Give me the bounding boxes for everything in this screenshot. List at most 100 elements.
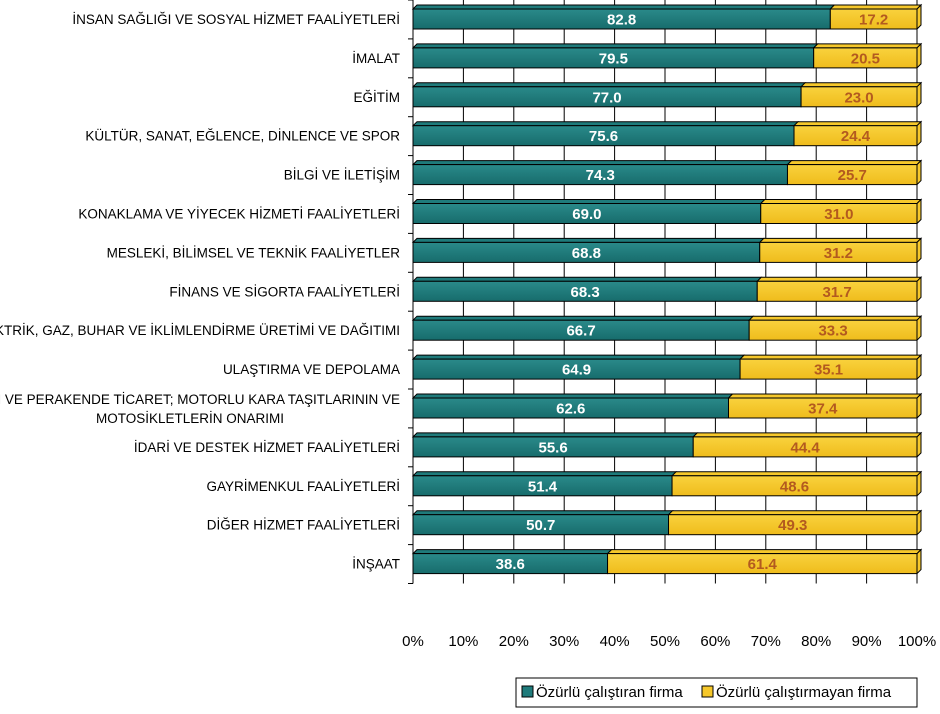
bar-top-face: [738, 354, 923, 360]
bar-top-face: [411, 510, 674, 516]
category-label: KÜLTÜR, SANAT, EĞLENCE, DİNLENCE VE SPOR: [85, 129, 400, 144]
bar-top-face: [411, 199, 766, 204]
category-label: KONAKLAMA VE YİYECEK HİZMETİ FAALİYETLER…: [78, 207, 400, 222]
bar-side-face: [916, 120, 922, 147]
data-label: 31.2: [824, 245, 853, 262]
category-label: ULAŞTIRMA VE DEPOLAMA: [223, 362, 400, 377]
data-label: 79.5: [599, 50, 628, 67]
legend-box: [515, 677, 918, 708]
data-label: 17.2: [859, 12, 888, 29]
bar-side-face: [916, 81, 922, 109]
data-label: 77.0: [592, 89, 621, 106]
x-axis-ticks: 0% 10% 20% 30% 40% 50% 60% 70% 80% 90% 100%: [402, 633, 936, 650]
category-label: İNSAN SAĞLIĞI VE SOSYAL HİZMET FAALİYETL…: [72, 12, 400, 27]
data-label: 66.7: [566, 323, 595, 340]
bar-top-face: [411, 43, 819, 49]
category-labels: İNSAN SAĞLIĞI VE SOSYAL HİZMET FAALİYETL…: [0, 12, 400, 572]
data-label: 62.6: [556, 401, 585, 418]
data-label: 68.8: [572, 245, 601, 262]
bar-top-face: [727, 393, 923, 399]
bar-top-face: [670, 471, 923, 477]
data-label: 48.6: [780, 478, 809, 495]
bar-top-face: [411, 82, 807, 88]
data-label: 20.5: [851, 50, 880, 67]
legend-label: Özürlü çalıştıran firma: [536, 683, 683, 701]
bar-side-face: [916, 159, 922, 186]
bar-top-face: [411, 549, 613, 555]
data-label: 49.3: [778, 517, 807, 534]
bar-top-face: [759, 199, 923, 204]
bar-top-face: [786, 160, 923, 166]
data-label: 23.0: [844, 89, 873, 106]
x-tick-label: 80%: [801, 633, 831, 650]
bar-top-face: [792, 121, 923, 127]
data-label: 37.4: [808, 401, 838, 418]
category-label: MESLEKİ, BİLİMSEL VE TEKNİK FAALİYETLER: [107, 245, 401, 260]
data-label: 51.4: [528, 478, 558, 495]
legend-swatch: [701, 685, 714, 698]
bar-top-face: [411, 4, 836, 10]
category-label: EĞİTİM: [354, 90, 401, 105]
category-label: GAYRİMENKUL FAALİYETLERİ: [206, 479, 400, 494]
bars: [411, 3, 923, 575]
bar-top-face: [812, 43, 923, 49]
x-tick-label: 30%: [549, 633, 579, 650]
bar-side-face: [916, 198, 922, 225]
x-tick-label: 10%: [448, 633, 478, 650]
data-label: 38.6: [496, 556, 525, 573]
category-label: MOTOSİKLETLERİN ONARIMI: [96, 411, 284, 426]
bar-top-face: [758, 237, 923, 243]
bar-side-face: [916, 276, 922, 303]
bar-side-face: [916, 353, 922, 381]
data-label: 82.8: [607, 12, 636, 29]
bar-top-face: [667, 510, 923, 516]
x-tick-label: 100%: [898, 633, 936, 650]
legend-label: Özürlü çalıştırmayan firma: [716, 683, 892, 701]
bar-top-face: [799, 82, 923, 88]
category-label: İNŞAAT: [352, 557, 400, 572]
x-tick-label: 60%: [700, 633, 730, 650]
bar-top-face: [411, 471, 678, 477]
data-label: 44.4: [791, 439, 821, 456]
bar-top-face: [411, 315, 755, 321]
bar-top-face: [411, 276, 763, 282]
bar-top-face: [411, 121, 800, 127]
data-label: 55.6: [539, 439, 568, 456]
category-label: DİĞER HİZMET FAALİYETLERİ: [207, 518, 400, 533]
data-label: 75.6: [589, 128, 618, 145]
bar-side-face: [916, 509, 922, 536]
category-label: TOPTAN VE PERAKENDE TİCARET; MOTORLU KAR…: [0, 392, 400, 407]
x-tick-label: 70%: [751, 633, 781, 650]
legend-swatch: [521, 685, 534, 698]
data-label: 31.7: [823, 284, 852, 301]
category-label: ELEKTRİK, GAZ, BUHAR VE İKLİMLENDİRME ÜR…: [0, 323, 400, 338]
bar-side-face: [916, 314, 922, 342]
data-label: 24.4: [841, 128, 871, 145]
bar-top-face: [829, 4, 923, 10]
data-label: 69.0: [572, 206, 601, 223]
category-label: BİLGİ VE İLETİŞİM: [284, 168, 400, 183]
data-label: 61.4: [748, 556, 778, 573]
bar-top-face: [606, 549, 923, 555]
data-label: 64.9: [562, 362, 591, 379]
x-tick-label: 90%: [852, 633, 882, 650]
data-label: 35.1: [814, 362, 843, 379]
bar-side-face: [916, 392, 922, 420]
bar-top-face: [411, 237, 765, 243]
bar-top-face: [411, 432, 699, 438]
bar-top-face: [411, 354, 746, 360]
x-tick-label: 20%: [499, 633, 529, 650]
bar-top-face: [692, 432, 923, 438]
data-label: 33.3: [818, 323, 847, 340]
bar-side-face: [916, 431, 922, 459]
category-label: İDARİ VE DESTEK HİZMET FAALİYETLERİ: [134, 440, 400, 455]
x-tick-label: 0%: [402, 633, 424, 650]
data-label: 25.7: [838, 167, 867, 184]
bar-side-face: [916, 42, 922, 70]
x-tick-label: 40%: [600, 633, 630, 650]
bar-top-face: [756, 276, 923, 282]
x-tick-label: 50%: [650, 633, 680, 650]
value-labels: 82.8 17.2 79.5 20.5 77.0 23.0 75.6 24.4 74.3 25.7…: [496, 12, 889, 574]
